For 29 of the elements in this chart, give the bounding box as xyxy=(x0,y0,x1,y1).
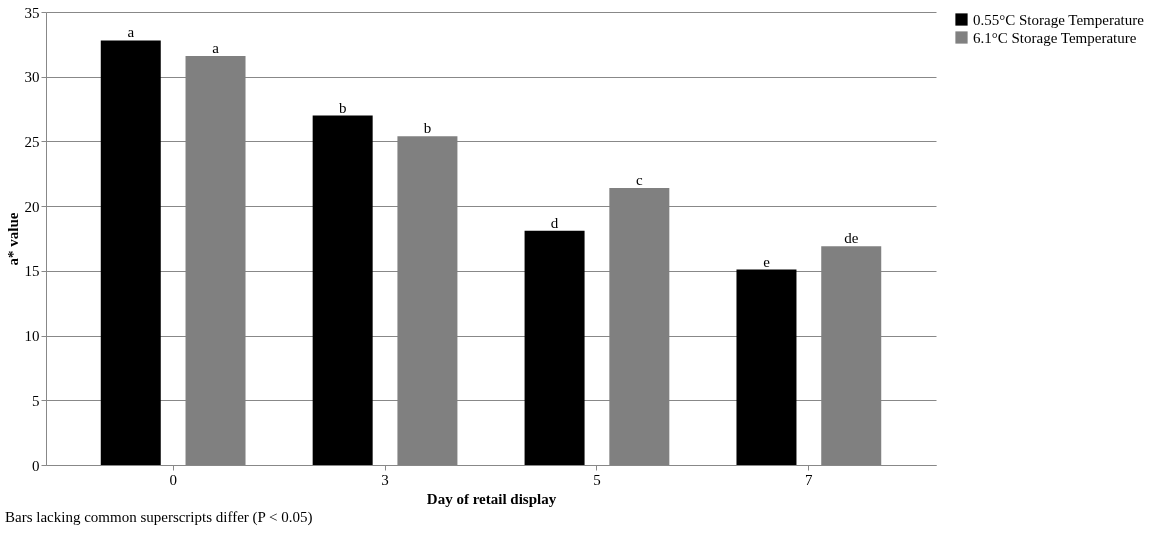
data-label: a xyxy=(212,40,220,57)
x-tick-label: 7 xyxy=(805,471,814,488)
data-label: c xyxy=(636,172,643,189)
y-tick-label: 25 xyxy=(24,133,40,150)
y-axis-title: a* value xyxy=(4,212,21,266)
y-tick-label: 30 xyxy=(24,69,40,86)
data-label: b xyxy=(423,120,432,137)
y-tick-label: 10 xyxy=(24,328,40,345)
x-tick-label: 5 xyxy=(593,471,601,488)
data-label: a xyxy=(127,24,135,41)
x-axis-title: Day of retail display xyxy=(426,490,557,507)
data-label: d xyxy=(550,214,559,231)
x-tick-label: 3 xyxy=(381,471,389,488)
bar xyxy=(524,230,585,465)
data-label: de xyxy=(844,230,859,247)
bar xyxy=(100,40,161,465)
data-label: b xyxy=(338,99,347,116)
y-tick-label: 35 xyxy=(24,4,40,21)
legend-label: 6.1°C Storage Temperature xyxy=(973,29,1137,46)
y-tick-label: 0 xyxy=(32,457,40,474)
y-tick-label: 20 xyxy=(24,198,40,215)
data-label: e xyxy=(763,253,771,270)
y-tick-label: 5 xyxy=(32,392,40,409)
legend-label: 0.55°C Storage Temperature xyxy=(973,11,1145,28)
bar xyxy=(736,269,797,465)
text: Bars lacking common superscripts differ (P < 0.05) xyxy=(5,509,313,526)
bar xyxy=(312,115,373,465)
x-tick-label: 0 xyxy=(169,471,177,488)
y-tick-label: 15 xyxy=(24,263,40,280)
